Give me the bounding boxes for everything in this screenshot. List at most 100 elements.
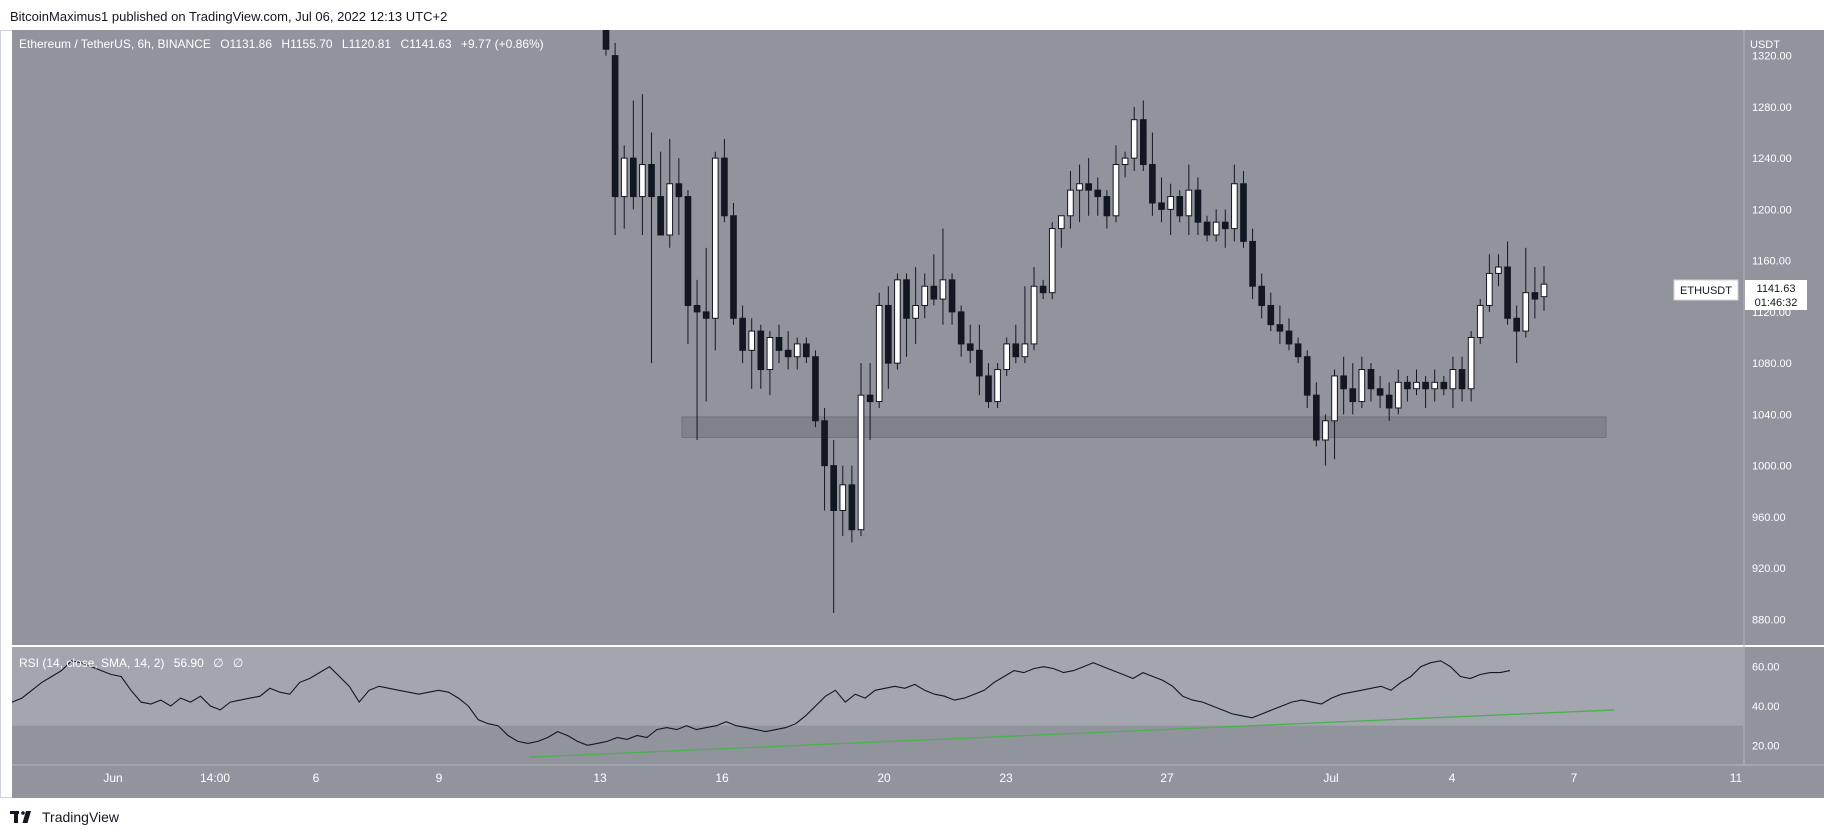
candle-body [693,304,701,313]
candle-body [684,196,692,306]
time-ticks-group: Jun 14:00 6 9 13 16 20 23 27 Jul 4 7 11 [103,771,1742,785]
candle-body [766,337,774,371]
candle-body [1039,285,1047,294]
candle-body [1467,337,1475,390]
candle-body [675,183,683,198]
candle-body [1486,272,1493,306]
legend-symbol: Ethereum / TetherUS, 6h, BINANCE [19,37,211,51]
rsi-tick-label: 40.00 [1752,701,1780,713]
footer: TradingView [10,806,119,828]
price-axis-background [1744,30,1824,645]
candle-body [994,369,1001,403]
candle-body [1276,324,1284,332]
time-tick-label: 27 [1160,771,1174,785]
price-tick-label: 1000.00 [1752,461,1792,473]
candle-body [1030,285,1038,345]
candle-body [1313,394,1320,441]
price-tick-label: 1320.00 [1752,51,1792,63]
candle-body [903,279,910,319]
candle-body [1012,343,1020,358]
candle-body [1048,228,1056,294]
time-tick-label: 7 [1571,771,1578,785]
candle-body [1422,381,1429,390]
price-tick-label: 1080.00 [1752,358,1792,370]
candle-body [793,343,801,358]
time-tick-label: 11 [1730,771,1743,785]
candle-body [1440,381,1448,390]
candle-body [1285,330,1293,345]
candle-body [1231,183,1238,230]
candle-body [1331,375,1338,422]
rsi-legend-extra2: ∅ [233,656,243,670]
time-axis-background [12,765,1824,798]
candle-body [702,311,710,319]
time-tick-label: 9 [436,771,443,785]
candle-body [1349,388,1357,403]
legend-open: 1131.86 [230,37,273,51]
candle-body [1249,240,1256,287]
candle-body [884,304,892,364]
tradingview-chart[interactable]: USDT 1320.001280.001240.001200.001160.00… [0,0,1824,798]
time-tick-label: Jun [103,771,122,785]
candle-body [866,394,874,403]
candle-body [857,394,865,531]
legend-low: 1120.81 [349,37,392,51]
symbol-tag-background [1673,279,1739,301]
candle-body [1085,183,1092,191]
candle-body [1076,183,1083,191]
legend-high: 1155.70 [290,37,333,51]
candle-body [1476,304,1484,338]
candle-body [1167,196,1174,210]
candle-body [1522,292,1530,332]
candle-body [666,183,674,236]
candle-body [784,349,792,358]
candle-body [848,484,856,531]
rsi-line [11,660,1511,746]
rsi-legend[interactable]: RSI (14, close, SMA, 14, 2) 56.90 ∅ ∅ [19,656,243,670]
candle-body [1021,343,1029,358]
candle-body [1058,215,1065,230]
legend-close: 1141.63 [409,37,452,51]
rsi-axis-background [1744,647,1824,765]
candle-body [821,420,828,467]
candle-body [1385,394,1393,409]
support-zone[interactable] [681,416,1607,438]
legend-high-label: H [281,37,290,51]
rsi-tick-label: 20.00 [1752,740,1780,752]
candle-body [639,164,646,198]
candle-body [1531,292,1539,300]
symbol-tag: ETHUSDT [1680,285,1732,297]
candle-body [1540,283,1548,298]
price-tick-label: 880.00 [1752,614,1786,626]
candle-body [1121,157,1129,166]
candle-body [620,157,628,198]
rsi-trendline[interactable] [529,709,1615,758]
candle-body [1067,189,1074,217]
candle-body [894,279,901,364]
legend[interactable]: Ethereum / TetherUS, 6h, BINANCE O1131.8… [19,37,544,51]
candle-body [875,304,883,403]
time-tick-label: 13 [593,771,607,785]
candle-body [1340,375,1347,390]
candle-body [1176,196,1184,217]
candle-body [775,337,783,351]
candle-body [1094,189,1102,198]
time-tick-label: Jul [1323,771,1338,785]
rsi-legend-label: RSI (14, close, SMA, 14, 2) [19,656,164,670]
candle-body [748,330,756,351]
candle-body [602,29,610,50]
candle-body [976,349,983,377]
candles-group [602,0,1548,613]
bar-countdown-label: 01:46:32 [1755,297,1798,309]
last-price-label-background [1745,280,1807,310]
candle-body [629,157,637,198]
candle-body [1413,381,1420,390]
candle-body [1358,369,1366,403]
candle-body [721,157,728,217]
candle-body [648,164,655,198]
legend-change: +9.77 (+0.86%) [461,37,544,51]
candle-body [1103,196,1111,217]
candle-body [1003,343,1011,371]
candle-body [912,304,919,319]
candle-body [1376,388,1384,396]
